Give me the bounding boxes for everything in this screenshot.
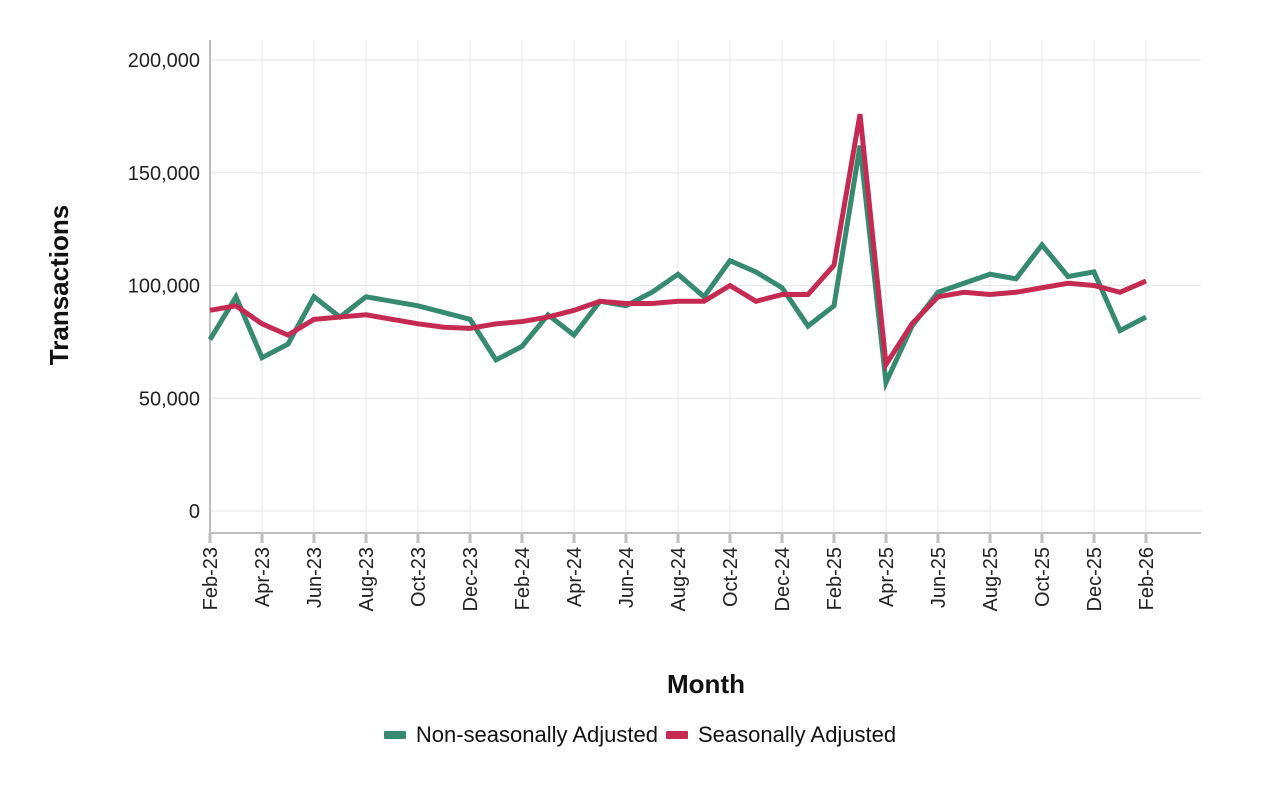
x-tick-label: Feb-23 (200, 547, 222, 610)
legend-item-seasonally-adjusted[interactable]: Seasonally Adjusted (666, 722, 896, 748)
legend-item-non-seasonally-adjusted[interactable]: Non-seasonally Adjusted (383, 722, 658, 748)
x-tick-label: Feb-25 (824, 547, 846, 610)
x-tick-label: Apr-23 (252, 547, 274, 607)
x-tick-label: Dec-25 (1084, 547, 1106, 611)
x-tick-label: Aug-25 (980, 547, 1002, 612)
legend-swatch-non-seasonally-adjusted (383, 731, 406, 739)
x-tick-label: Dec-24 (772, 547, 794, 611)
x-tick-label: Aug-23 (356, 547, 378, 612)
legend-label: Seasonally Adjusted (698, 722, 897, 747)
y-tick-label: 50,000 (139, 388, 200, 410)
x-tick-label: Feb-26 (1136, 547, 1158, 610)
x-tick-label: Oct-24 (720, 547, 742, 607)
legend: Non-seasonally Adjusted Seasonally Adjus… (0, 722, 1280, 748)
y-axis-ticks: 0 50,000 100,000 150,000 200,000 (128, 50, 200, 523)
y-axis-title: Transactions (44, 205, 74, 365)
legend-label: Non-seasonally Adjusted (415, 722, 658, 747)
series-lines (207, 113, 1148, 392)
legend-swatch-seasonally-adjusted (666, 731, 688, 739)
x-tick-label: Apr-25 (876, 547, 898, 607)
x-tick-label: Aug-24 (668, 547, 690, 612)
line-chart: 0 50,000 100,000 150,000 200,000 Feb-23 Apr-2… (44, 40, 1201, 699)
x-tick-label: Jun-23 (304, 547, 326, 608)
x-tick-label: Oct-25 (1032, 547, 1054, 607)
x-tick-label: Oct-23 (408, 547, 430, 607)
y-tick-label: 100,000 (128, 276, 200, 298)
y-tick-label: 150,000 (128, 163, 200, 185)
x-tick-label: Feb-24 (512, 547, 534, 610)
x-tick-label: Jun-25 (928, 547, 950, 608)
y-tick-label: 0 (189, 501, 200, 523)
x-tick-label: Jun-24 (616, 547, 638, 608)
x-tick-label: Apr-24 (564, 547, 586, 607)
x-tick-label: Dec-23 (460, 547, 482, 611)
x-axis-title: Month (667, 669, 745, 699)
y-tick-label: 200,000 (128, 50, 200, 72)
x-axis-ticks: Feb-23 Apr-23 Jun-23 Aug-23 Oct-23 Dec-23 Feb-… (200, 533, 1158, 612)
axes (209, 40, 1201, 534)
